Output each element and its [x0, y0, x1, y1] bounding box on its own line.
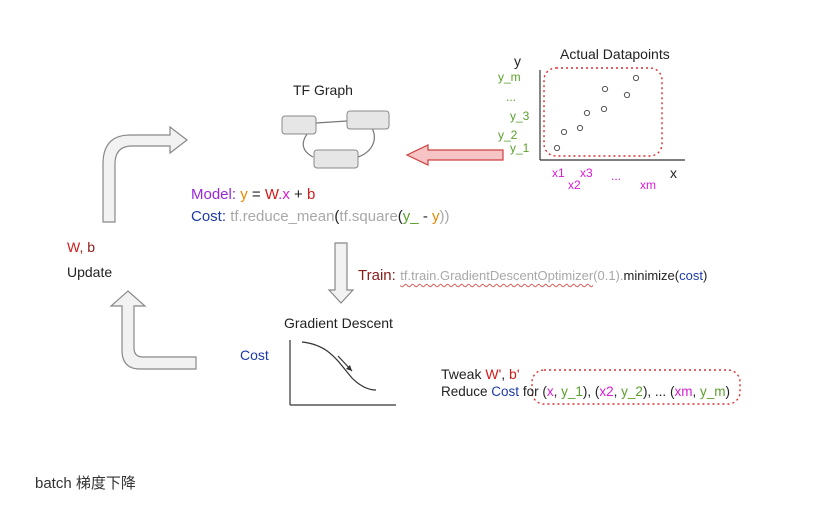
graph-node	[281, 115, 317, 135]
model-y: y	[240, 186, 248, 203]
train-minimize: minimize	[623, 268, 675, 283]
pair2-end: ), ... (	[642, 384, 675, 399]
model-plus: +	[294, 186, 303, 203]
cost-y-underscore: y_	[402, 208, 419, 225]
curved-arrow-top	[102, 125, 188, 223]
cost-minus: -	[422, 208, 428, 225]
pair1-y: y_1	[561, 384, 583, 399]
x-label-x2: x2	[568, 178, 581, 192]
model-eq: =	[251, 186, 261, 203]
y-axis-label: y	[514, 53, 521, 69]
descent-arrowhead	[346, 365, 352, 371]
train-optimizer: tf.train.GradientDescentOptimizer	[400, 268, 594, 283]
cost-fn2: tf.square	[339, 208, 398, 225]
model-line: Model: y = W.x + b	[191, 186, 315, 203]
data-point	[553, 144, 561, 152]
graph-edge	[315, 120, 348, 124]
y-label-y2: y_2	[498, 128, 518, 142]
tweak-dotted-box	[531, 369, 741, 405]
cost-open1: (	[334, 208, 340, 225]
gradient-title: Gradient Descent	[284, 315, 393, 331]
tweak-b: b'	[509, 366, 520, 382]
down-arrow	[327, 242, 355, 304]
pair1-x: x	[546, 384, 554, 399]
cost-close: ))	[439, 208, 450, 225]
datapoints-plot	[539, 67, 685, 161]
data-point	[576, 124, 584, 132]
data-point	[623, 91, 631, 99]
gradient-plot	[289, 340, 396, 406]
tf-graph-nodes	[281, 110, 390, 169]
pair2-y: y_2	[621, 384, 643, 399]
reduce-line: Reduce Cost for (x, y_1), (x2, y_2), ...…	[441, 384, 730, 399]
datapoints-dotted-box	[543, 67, 663, 157]
update-label: Update	[67, 264, 113, 280]
pairm-end: )	[725, 384, 730, 399]
x-label-xm: xm	[640, 178, 656, 192]
x-label-x1: x1	[552, 166, 565, 180]
data-point	[600, 105, 608, 113]
cost-label: Cost:	[191, 208, 227, 225]
pairm-x: xm	[674, 384, 693, 399]
wb-label: W, b	[67, 239, 95, 255]
data-point	[583, 109, 591, 117]
pairm-y: y_m	[699, 384, 726, 399]
train-open: (	[674, 268, 680, 283]
reduce-text: Reduce	[441, 384, 492, 399]
data-point	[601, 85, 609, 93]
model-w: W	[264, 186, 279, 203]
train-arg: (0.1).	[593, 268, 624, 283]
gradient-cost-axis: Cost	[240, 347, 269, 363]
train-line: Train: tf.train.GradientDescentOptimizer…	[358, 267, 707, 285]
graph-edge	[357, 127, 375, 158]
pair2-comma: ,	[613, 384, 622, 399]
model-x: .x	[278, 186, 290, 203]
train-cost: cost	[679, 268, 703, 283]
pair1-end: ), (	[582, 384, 600, 399]
cost-fn: tf.reduce_mean	[230, 208, 335, 225]
tweak-text: Tweak	[441, 366, 486, 382]
reduce-for: for (	[519, 384, 547, 399]
pair2-x: x2	[599, 384, 614, 399]
y-label-y3: y_3	[510, 109, 530, 123]
y-label-y1: y_1	[510, 141, 530, 155]
wb-w: W	[67, 239, 80, 255]
train-label: Train:	[358, 267, 396, 284]
tf-graph-title: TF Graph	[293, 82, 353, 98]
datapoints-title: Actual Datapoints	[560, 46, 670, 62]
x-label-x3: x3	[580, 166, 593, 180]
cost-open2: (	[397, 208, 403, 225]
page-caption: batch 梯度下降	[35, 475, 136, 492]
pairm-comma: ,	[692, 384, 700, 399]
train-close: )	[702, 268, 708, 283]
x-axis-label: x	[670, 165, 677, 181]
pair1-comma: ,	[553, 384, 562, 399]
x-label-dots: ...	[611, 169, 622, 183]
cost-y: y	[431, 208, 440, 225]
cost-line: Cost: tf.reduce_mean(tf.square(y_ - y))	[191, 208, 449, 225]
y-label-ym: y_m	[498, 70, 521, 84]
data-point	[632, 74, 640, 82]
graph-node	[346, 110, 390, 130]
wb-b: , b	[79, 239, 96, 255]
red-left-arrow	[405, 144, 504, 166]
graph-node	[313, 149, 359, 169]
cost-curve	[301, 341, 377, 391]
reduce-cost: Cost	[491, 384, 520, 399]
tweak-sep: ,	[501, 366, 510, 382]
curved-arrow-bottom	[109, 290, 197, 370]
model-b: b	[306, 186, 316, 203]
tweak-w: W'	[485, 366, 502, 382]
data-point	[560, 128, 568, 136]
tweak-line: Tweak W', b'	[441, 366, 520, 382]
model-label: Model:	[191, 186, 237, 203]
y-label-dots: ...	[506, 90, 517, 104]
